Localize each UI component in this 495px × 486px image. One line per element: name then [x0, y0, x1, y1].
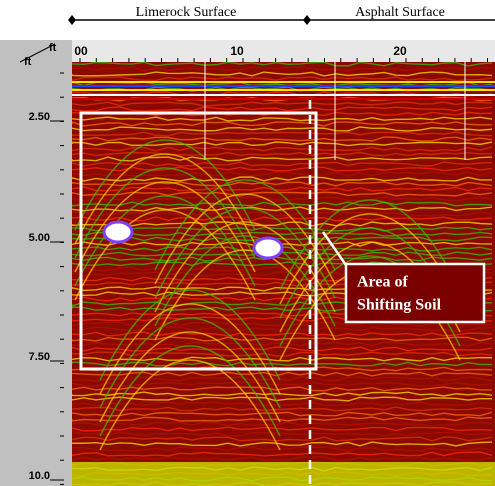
corner-unit: ft: [49, 42, 57, 54]
distance-tick-label: 10: [230, 44, 244, 58]
distance-ruler: [72, 40, 495, 62]
depth-ruler: [0, 40, 72, 486]
anomaly: [254, 238, 282, 258]
anomaly: [104, 222, 132, 242]
depth-tick-label: 7.50: [29, 351, 50, 363]
distance-tick-label: 20: [393, 44, 407, 58]
callout-text: Area of: [357, 274, 408, 291]
figure: Limerock Surface Asphalt Surface ft ft 0…: [0, 0, 495, 486]
distance-tick-label: 00: [74, 44, 88, 58]
bottom-band: [72, 462, 495, 486]
section-label: Asphalt Surface: [355, 5, 445, 20]
depth-tick-label: 5.00: [29, 232, 50, 244]
section-label: Limerock Surface: [136, 5, 237, 20]
corner-unit: ft: [24, 56, 32, 68]
radargram-figure: Limerock Surface Asphalt Surface ft ft 0…: [0, 0, 495, 486]
section-marker: [68, 15, 76, 25]
depth-tick-label: 2.50: [29, 111, 50, 123]
callout-text: Shifting Soil: [357, 297, 442, 314]
section-marker: [303, 15, 311, 25]
depth-tick-label: 10.0: [29, 470, 50, 482]
